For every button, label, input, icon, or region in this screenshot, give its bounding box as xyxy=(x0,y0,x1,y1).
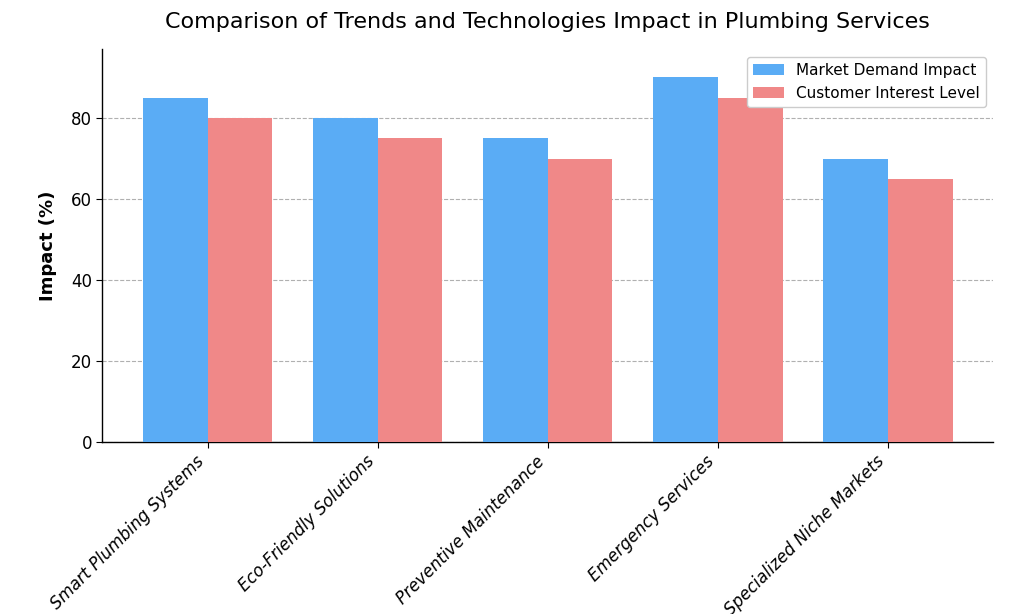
Bar xyxy=(823,158,888,442)
Bar xyxy=(313,118,378,442)
Bar xyxy=(548,158,612,442)
Legend: Market Demand Impact, Customer Interest Level: Market Demand Impact, Customer Interest … xyxy=(746,56,986,107)
Bar xyxy=(718,98,782,442)
Bar xyxy=(208,118,272,442)
Y-axis label: Impact (%): Impact (%) xyxy=(39,190,57,301)
Bar xyxy=(483,138,548,442)
Bar xyxy=(888,179,952,442)
Bar xyxy=(653,77,718,442)
Bar xyxy=(378,138,442,442)
Title: Comparison of Trends and Technologies Impact in Plumbing Services: Comparison of Trends and Technologies Im… xyxy=(166,12,930,33)
Bar xyxy=(143,98,208,442)
